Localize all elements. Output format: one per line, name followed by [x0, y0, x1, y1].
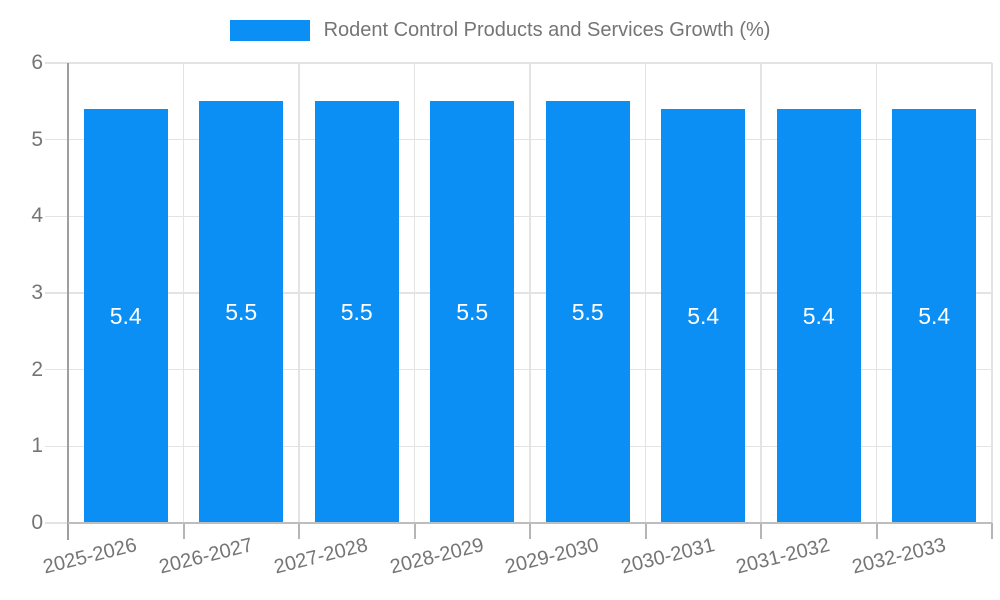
gridline-vertical [991, 63, 993, 523]
x-axis-tick-label: 2031-2032 [733, 534, 833, 579]
y-axis-line [67, 63, 69, 540]
gridline-vertical [644, 63, 647, 523]
y-axis-tick-label: 2 [31, 357, 43, 381]
x-tick-mark [991, 523, 993, 539]
y-axis-tick-label: 3 [31, 281, 43, 304]
bar[interactable] [199, 101, 284, 523]
y-axis-tick-label: 6 [31, 51, 43, 74]
x-tick-mark [298, 523, 300, 539]
bar[interactable] [430, 101, 515, 523]
chart-title: Rodent Control Products and Services Gro… [323, 19, 771, 41]
gridline-vertical [760, 63, 762, 523]
x-axis-tick-label: 2030-2031 [618, 534, 717, 579]
x-axis-tick-label: 2029-2030 [502, 534, 602, 579]
gridline-vertical [529, 63, 531, 523]
y-tick-mark [45, 292, 68, 294]
gridline-vertical [413, 63, 416, 523]
bar[interactable] [314, 101, 399, 523]
x-axis-tick-label: 2027-2028 [271, 534, 371, 579]
y-axis-tick-label: 0 [31, 511, 43, 534]
legend-swatch [229, 20, 310, 41]
x-tick-mark [644, 523, 647, 539]
y-tick-mark [45, 522, 68, 524]
x-tick-mark [760, 523, 762, 539]
gridline-vertical [875, 63, 878, 523]
x-axis-tick-label: 2025-2026 [40, 534, 140, 579]
gridline-vertical [298, 63, 300, 523]
x-axis-line [68, 522, 992, 524]
y-axis-tick-label: 1 [31, 434, 43, 458]
x-axis-tick-label: 2032-2033 [849, 534, 948, 579]
bar[interactable] [776, 109, 861, 523]
bar[interactable] [892, 109, 977, 523]
y-tick-mark [45, 215, 68, 218]
bar[interactable] [661, 109, 746, 523]
legend[interactable]: Rodent Control Products and Services Gro… [0, 19, 1000, 42]
bar[interactable] [83, 109, 168, 523]
y-tick-mark [45, 368, 68, 371]
bar[interactable] [545, 101, 630, 523]
x-tick-mark [413, 523, 416, 539]
y-tick-mark [45, 138, 68, 141]
y-tick-mark [45, 445, 68, 448]
y-tick-mark [45, 62, 68, 64]
y-axis-tick-label: 5 [31, 127, 43, 151]
x-tick-mark [875, 523, 878, 539]
x-axis-tick-label: 2028-2029 [387, 534, 486, 579]
x-tick-mark [529, 523, 531, 539]
y-axis-tick-label: 4 [31, 204, 43, 228]
gridline-vertical [182, 63, 185, 523]
x-axis-tick-label: 2026-2027 [156, 534, 255, 579]
x-tick-mark [182, 523, 185, 539]
